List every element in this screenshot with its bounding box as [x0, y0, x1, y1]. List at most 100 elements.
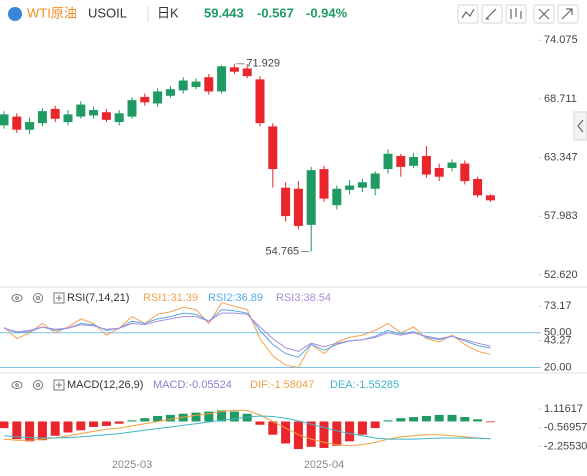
legend-entry: DIF:-1.58047: [250, 379, 314, 391]
histogram-bar: [12, 421, 22, 440]
symbol: USOIL: [88, 5, 127, 20]
legend-entry: DEA:-1.55285: [330, 379, 399, 391]
histogram-bar: [345, 421, 355, 442]
y-tick-label: 68.711: [544, 93, 577, 105]
candle-body: [447, 162, 457, 168]
candle-body: [319, 169, 329, 199]
histogram-bar: [293, 421, 303, 450]
candle-body: [114, 113, 124, 123]
symbol-icon: [8, 7, 22, 21]
y-tick-label: 57.983: [544, 210, 578, 222]
candle-body: [76, 104, 86, 117]
collapse-tab[interactable]: [573, 111, 587, 141]
indicator-settings[interactable]: [33, 380, 43, 390]
change: -0.567: [257, 5, 294, 20]
legend-entry: RSI3:38.54: [276, 292, 331, 304]
candle-type-button[interactable]: [505, 4, 527, 24]
candle-body: [383, 153, 393, 170]
candle-body: [370, 173, 380, 189]
candle-body: [140, 96, 150, 103]
candle-body: [127, 100, 137, 117]
histogram-bar: [165, 414, 175, 422]
histogram-bar: [242, 413, 252, 422]
candle-body: [255, 79, 265, 124]
histogram-bar: [460, 417, 470, 422]
legend-entry: MACD:-0.05524: [153, 379, 232, 391]
y-tick-label: 74.075: [544, 34, 578, 46]
candle-body: [153, 91, 163, 104]
histogram-bar: [485, 421, 495, 423]
change-percent: -0.94%: [306, 5, 348, 20]
fullscreen-button[interactable]: [533, 4, 555, 24]
candle-body: [0, 114, 9, 126]
candle-body: [485, 195, 495, 201]
y-tick-label: 63.347: [544, 152, 578, 164]
histogram-bar: [204, 411, 214, 422]
histogram-bar: [357, 421, 367, 435]
histogram-bar: [76, 421, 86, 431]
candle-body: [50, 108, 60, 119]
indicator-menu[interactable]: [53, 379, 65, 391]
y-tick-label: 73.17: [544, 300, 572, 312]
histogram-bar: [89, 421, 99, 427]
candle-body: [191, 81, 201, 88]
indicator-button[interactable]: [457, 4, 479, 24]
histogram-bar: [25, 421, 35, 442]
histogram-bar: [229, 411, 239, 422]
histogram-bar: [50, 421, 60, 436]
y-tick-label: 43.27: [544, 334, 572, 346]
indicator-line: [3, 302, 491, 369]
settings-button[interactable]: [557, 4, 579, 24]
candle-body: [293, 188, 303, 226]
indicator-line: [3, 309, 491, 358]
candle-body: [421, 155, 431, 175]
period[interactable]: 日K: [157, 5, 179, 20]
histogram-bar: [140, 418, 150, 422]
histogram-bar: [153, 415, 163, 422]
histogram-bar: [332, 421, 342, 446]
y-tick-label: 1.11617: [544, 403, 583, 415]
histogram-bar: [63, 421, 73, 433]
indicator-settings[interactable]: [33, 293, 43, 303]
candle-body: [204, 77, 214, 92]
candle-body: [281, 187, 291, 217]
macd-title: MACD(12,26,9): [67, 379, 143, 391]
candle-body: [268, 126, 278, 170]
indicator-menu[interactable]: [53, 292, 65, 304]
indicator-line: [3, 409, 491, 447]
y-tick-label: -2.25530: [544, 440, 587, 452]
histogram-bar: [37, 421, 47, 441]
y-tick-label: 52.620: [544, 269, 578, 281]
high-label: 71.929: [246, 58, 280, 70]
histogram-bar: [396, 418, 406, 422]
candle-body: [217, 66, 227, 92]
histogram-bar: [0, 421, 9, 429]
histogram-bar: [383, 420, 393, 422]
rsi-title: RSI(7,14,21): [67, 292, 129, 304]
candle-body: [12, 116, 22, 130]
histogram-bar: [319, 421, 329, 448]
hide-indicator[interactable]: [11, 294, 23, 302]
candle-body: [25, 122, 35, 130]
hide-indicator[interactable]: [11, 381, 23, 389]
candle-body: [332, 188, 342, 206]
histogram-bar: [101, 421, 111, 426]
histogram-bar: [281, 421, 291, 444]
legend-entry: RSI1:31.39: [143, 292, 198, 304]
draw-button[interactable]: [481, 4, 503, 24]
histogram-bar: [421, 415, 431, 422]
indicator-line: [3, 312, 491, 352]
histogram-bar: [255, 421, 265, 425]
indicator-line: [3, 415, 491, 440]
candle-body: [229, 67, 239, 72]
candle-body: [460, 163, 470, 182]
candle-body: [306, 170, 316, 225]
candle-body: [396, 155, 406, 167]
instrument-name[interactable]: WTI原油: [27, 5, 77, 20]
candle-body: [89, 110, 99, 116]
histogram-bar: [217, 410, 227, 422]
price: 59.443: [204, 5, 244, 20]
candle-body: [345, 185, 355, 190]
low-label: 54.765: [266, 245, 300, 257]
